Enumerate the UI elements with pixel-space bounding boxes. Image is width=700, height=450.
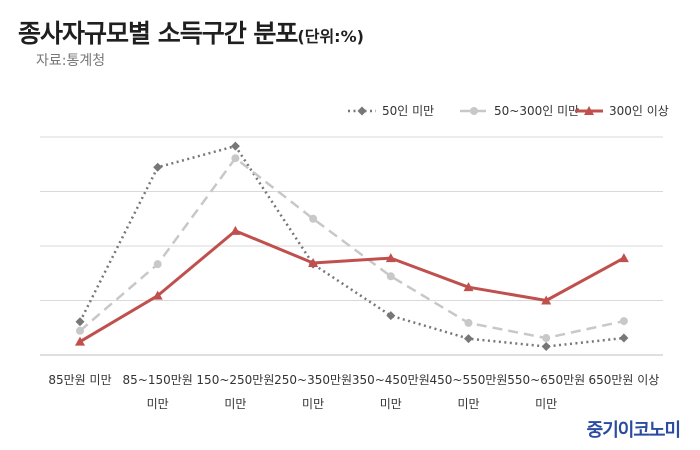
data-point: [386, 311, 396, 321]
x-tick-label: 250~350만원: [274, 373, 352, 387]
data-point: [584, 106, 594, 115]
x-tick-label: 미만: [302, 397, 324, 411]
x-tick-label: 미만: [224, 397, 246, 411]
data-point: [464, 334, 473, 344]
data-point: [463, 282, 474, 292]
data-point: [75, 317, 85, 327]
data-point: [464, 318, 473, 327]
x-tick-label: 85만원 미만: [48, 373, 111, 387]
data-point: [386, 272, 395, 281]
x-tick-label: 미만: [535, 397, 557, 411]
data-point: [385, 253, 396, 263]
legend-label: 50인 미만: [382, 104, 434, 118]
data-point: [75, 336, 85, 346]
data-point: [230, 225, 241, 235]
data-point: [357, 106, 367, 116]
x-tick-label: 150~250만원: [196, 373, 274, 387]
x-tick-label: 85~150만원: [123, 373, 193, 387]
chart-title-unit: (단위:%): [297, 27, 364, 46]
data-point: [152, 290, 163, 300]
series-line: [79, 229, 625, 343]
data-point: [308, 257, 319, 267]
x-tick-label: 450~550만원: [430, 373, 508, 387]
data-point: [230, 141, 240, 151]
data-point: [231, 154, 240, 163]
chart-title: 종사자규모별 소득구간 분포(단위:%): [18, 14, 364, 50]
x-tick-label: 미만: [147, 397, 169, 411]
data-point: [541, 342, 551, 352]
data-point: [619, 317, 628, 326]
chart-title-text: 종사자규모별 소득구간 분포: [18, 19, 298, 48]
data-point: [542, 334, 551, 343]
chart-source: 자료:통계청: [36, 53, 106, 69]
series-line: [79, 156, 625, 340]
data-point: [618, 253, 629, 263]
brand-logo: 중기이코노미: [586, 420, 681, 441]
x-tick-label: 미만: [457, 397, 479, 411]
x-tick-label: 미만: [380, 397, 402, 411]
data-point: [470, 107, 478, 115]
legend-label: 300인 이상: [609, 104, 669, 118]
x-tick-label: 350~450만원: [352, 373, 430, 387]
data-point: [541, 295, 552, 305]
legend-label: 50~300인 미만: [494, 104, 579, 118]
data-point: [153, 260, 162, 269]
x-tick-label: 650만원 이상: [588, 373, 659, 387]
data-point: [309, 214, 318, 223]
data-point: [619, 333, 629, 343]
x-tick-label: 550~650만원: [507, 373, 585, 387]
series-line: [78, 144, 625, 348]
data-point: [153, 162, 163, 172]
data-point: [76, 326, 84, 335]
